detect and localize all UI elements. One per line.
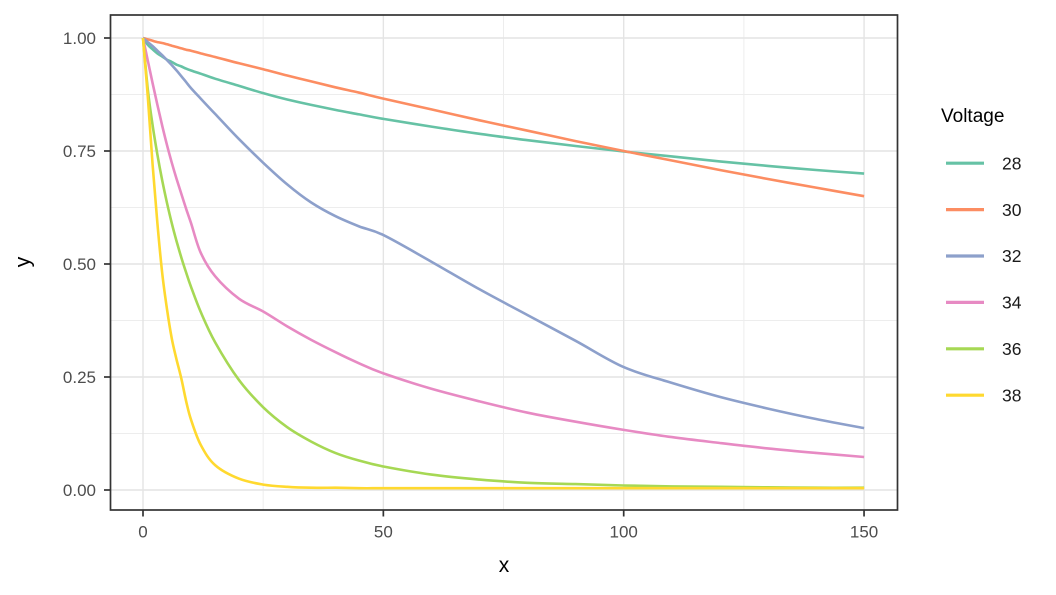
legend-label-30: 30 (1002, 200, 1022, 220)
x-tick-label: 150 (850, 523, 878, 542)
legend-label-36: 36 (1002, 339, 1021, 359)
y-tick-label: 1.00 (63, 29, 96, 48)
legend-label-34: 34 (1002, 293, 1022, 313)
series-line-34 (141, 37, 865, 459)
y-axis-title: y (11, 256, 35, 268)
series-line-38 (141, 37, 865, 490)
x-axis-title: x (498, 554, 510, 577)
series-line-30 (142, 36, 865, 198)
x-tick-label: 50 (374, 523, 393, 542)
y-tick-label: 0.50 (63, 255, 96, 274)
panel-border (109, 14, 899, 511)
x-tick-label: 100 (610, 523, 638, 542)
legend-label-28: 28 (1002, 153, 1021, 173)
y-tick-label: 0.25 (63, 368, 96, 387)
legend-label-38: 38 (1002, 385, 1021, 405)
series-line-36 (141, 37, 865, 490)
y-tick-label: 0.75 (63, 142, 96, 161)
legend-title: Voltage (941, 106, 1005, 127)
x-tick-label: 0 (138, 523, 147, 542)
series-group (141, 36, 865, 490)
y-tick-label: 0.00 (63, 481, 96, 500)
series-line-32 (142, 37, 865, 430)
legend-label-32: 32 (1002, 246, 1021, 266)
